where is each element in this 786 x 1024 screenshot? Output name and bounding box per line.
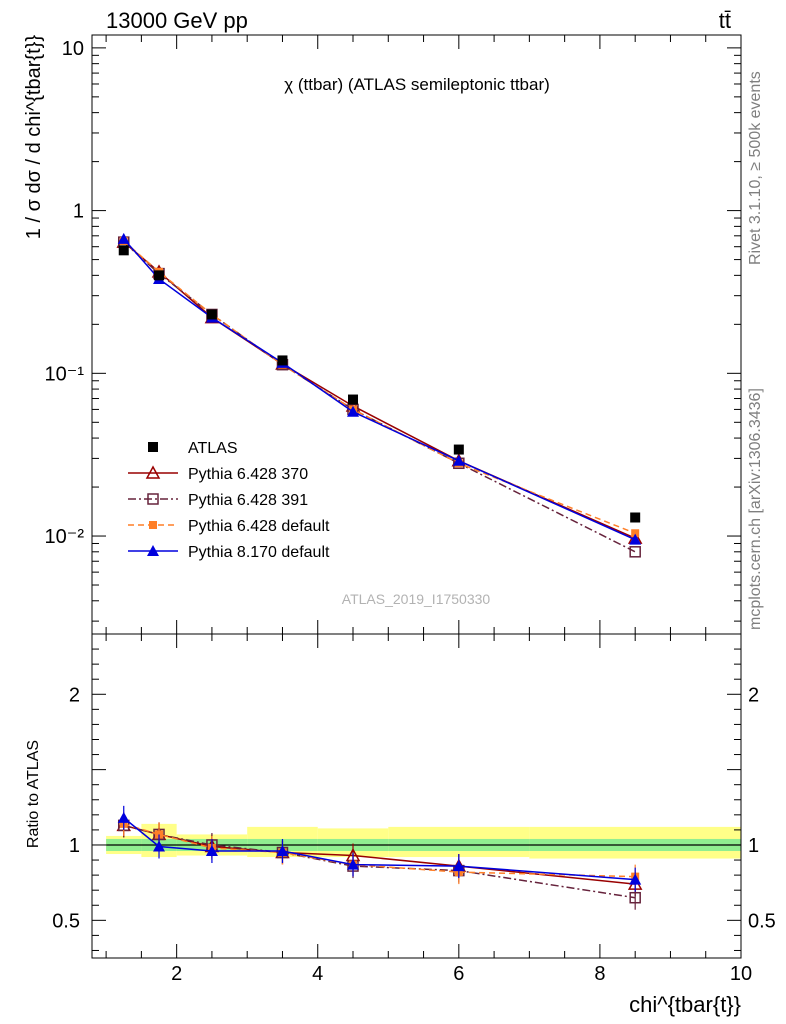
series-point-3 — [629, 533, 642, 545]
ratio-y-tick-label-right: 1 — [748, 835, 759, 857]
x-tick-label: 8 — [594, 963, 605, 985]
main-y-tick-label: 10 — [62, 38, 84, 60]
ratio-y-tick-label-right: 2 — [748, 684, 759, 706]
ratio-y-tick-label: 0.5 — [52, 910, 80, 932]
ratio-series-point-3 — [452, 860, 465, 872]
main-y-tick-label: 10⁻² — [45, 526, 85, 548]
atlas-data-point — [277, 355, 288, 366]
series-point-3 — [452, 454, 465, 466]
ratio-series-point-3 — [629, 873, 642, 885]
legend: ATLAS Pythia 6.428 370 Pythia 6.428 391 Pyt… — [128, 440, 330, 561]
header-final-state: tt̄ — [719, 8, 731, 33]
legend-marker-0 — [145, 465, 161, 479]
series-point-3 — [117, 232, 130, 244]
ratio-series-point-3 — [205, 845, 218, 857]
analysis-id-label: ATLAS_2019_I1750330 — [342, 591, 491, 607]
ratio-series-point-3 — [117, 811, 130, 823]
ratio-y-axis-label: Ratio to ATLAS — [25, 740, 42, 848]
x-tick-label: 4 — [312, 963, 323, 985]
x-tick-label: 10 — [730, 963, 752, 985]
x-tick-label: 2 — [171, 963, 182, 985]
legend-marker-1 — [147, 493, 159, 505]
x-tick-label: 6 — [453, 963, 464, 985]
ratio-series-point-2 — [155, 830, 164, 839]
series-point-1 — [629, 546, 641, 558]
main-plot: 10⁻² 10⁻¹ 1 10 ATLAS Pythia 6.428 370 Pythia 6… — [45, 34, 742, 635]
ratio-series-point-3 — [276, 845, 289, 857]
legend-label-3: Pythia 8.170 default — [188, 544, 330, 561]
legend-label-atlas: ATLAS — [188, 440, 238, 457]
x-axis-label: chi^{tbar{t}} — [629, 992, 741, 1017]
ratio-y-tick-label-right: 0.5 — [748, 910, 776, 932]
ratio-y-tick-label: 2 — [69, 684, 80, 706]
ratio-series-point-3 — [153, 840, 166, 852]
atlas-data-point — [206, 309, 217, 320]
ratio-series-point-3 — [347, 858, 360, 870]
series-point-3 — [347, 405, 360, 417]
legend-marker-2 — [149, 521, 157, 529]
ratio-series-point-1 — [629, 891, 641, 904]
series-point-2 — [631, 529, 640, 538]
source-label: mcplots.cern.ch [arXiv:1306.3436] — [747, 388, 764, 630]
ratio-plot: 0.5 0.5 1 1 2 2 2 4 6 8 10 — [52, 633, 776, 985]
header-process: 13000 GeV pp — [106, 8, 248, 33]
rivet-version-label: Rivet 3.1.10, ≥ 500k events — [747, 71, 764, 265]
atlas-data-point — [453, 444, 464, 455]
main-y-axis-label: 1 / σ dσ / d chi^{tbar{t}} — [23, 35, 45, 240]
ratio-plot-frame — [91, 633, 742, 959]
legend-marker-3 — [147, 545, 159, 556]
legend-label-0: Pythia 6.428 370 — [188, 466, 308, 483]
atlas-data-point — [348, 394, 359, 405]
main-y-tick-label: 1 — [73, 201, 84, 223]
atlas-data-point — [630, 512, 641, 523]
main-plot-title: χ (ttbar) (ATLAS semileptonic ttbar) — [284, 75, 550, 94]
atlas-data-point — [154, 270, 165, 281]
ratio-y-tick-label: 1 — [69, 835, 80, 857]
series-line-2 — [123, 240, 636, 534]
main-y-tick-label: 10⁻¹ — [45, 363, 85, 385]
atlas-data-point — [118, 245, 129, 256]
legend-marker-atlas — [148, 442, 158, 452]
legend-label-1: Pythia 6.428 391 — [188, 492, 308, 509]
legend-label-2: Pythia 6.428 default — [188, 518, 330, 535]
